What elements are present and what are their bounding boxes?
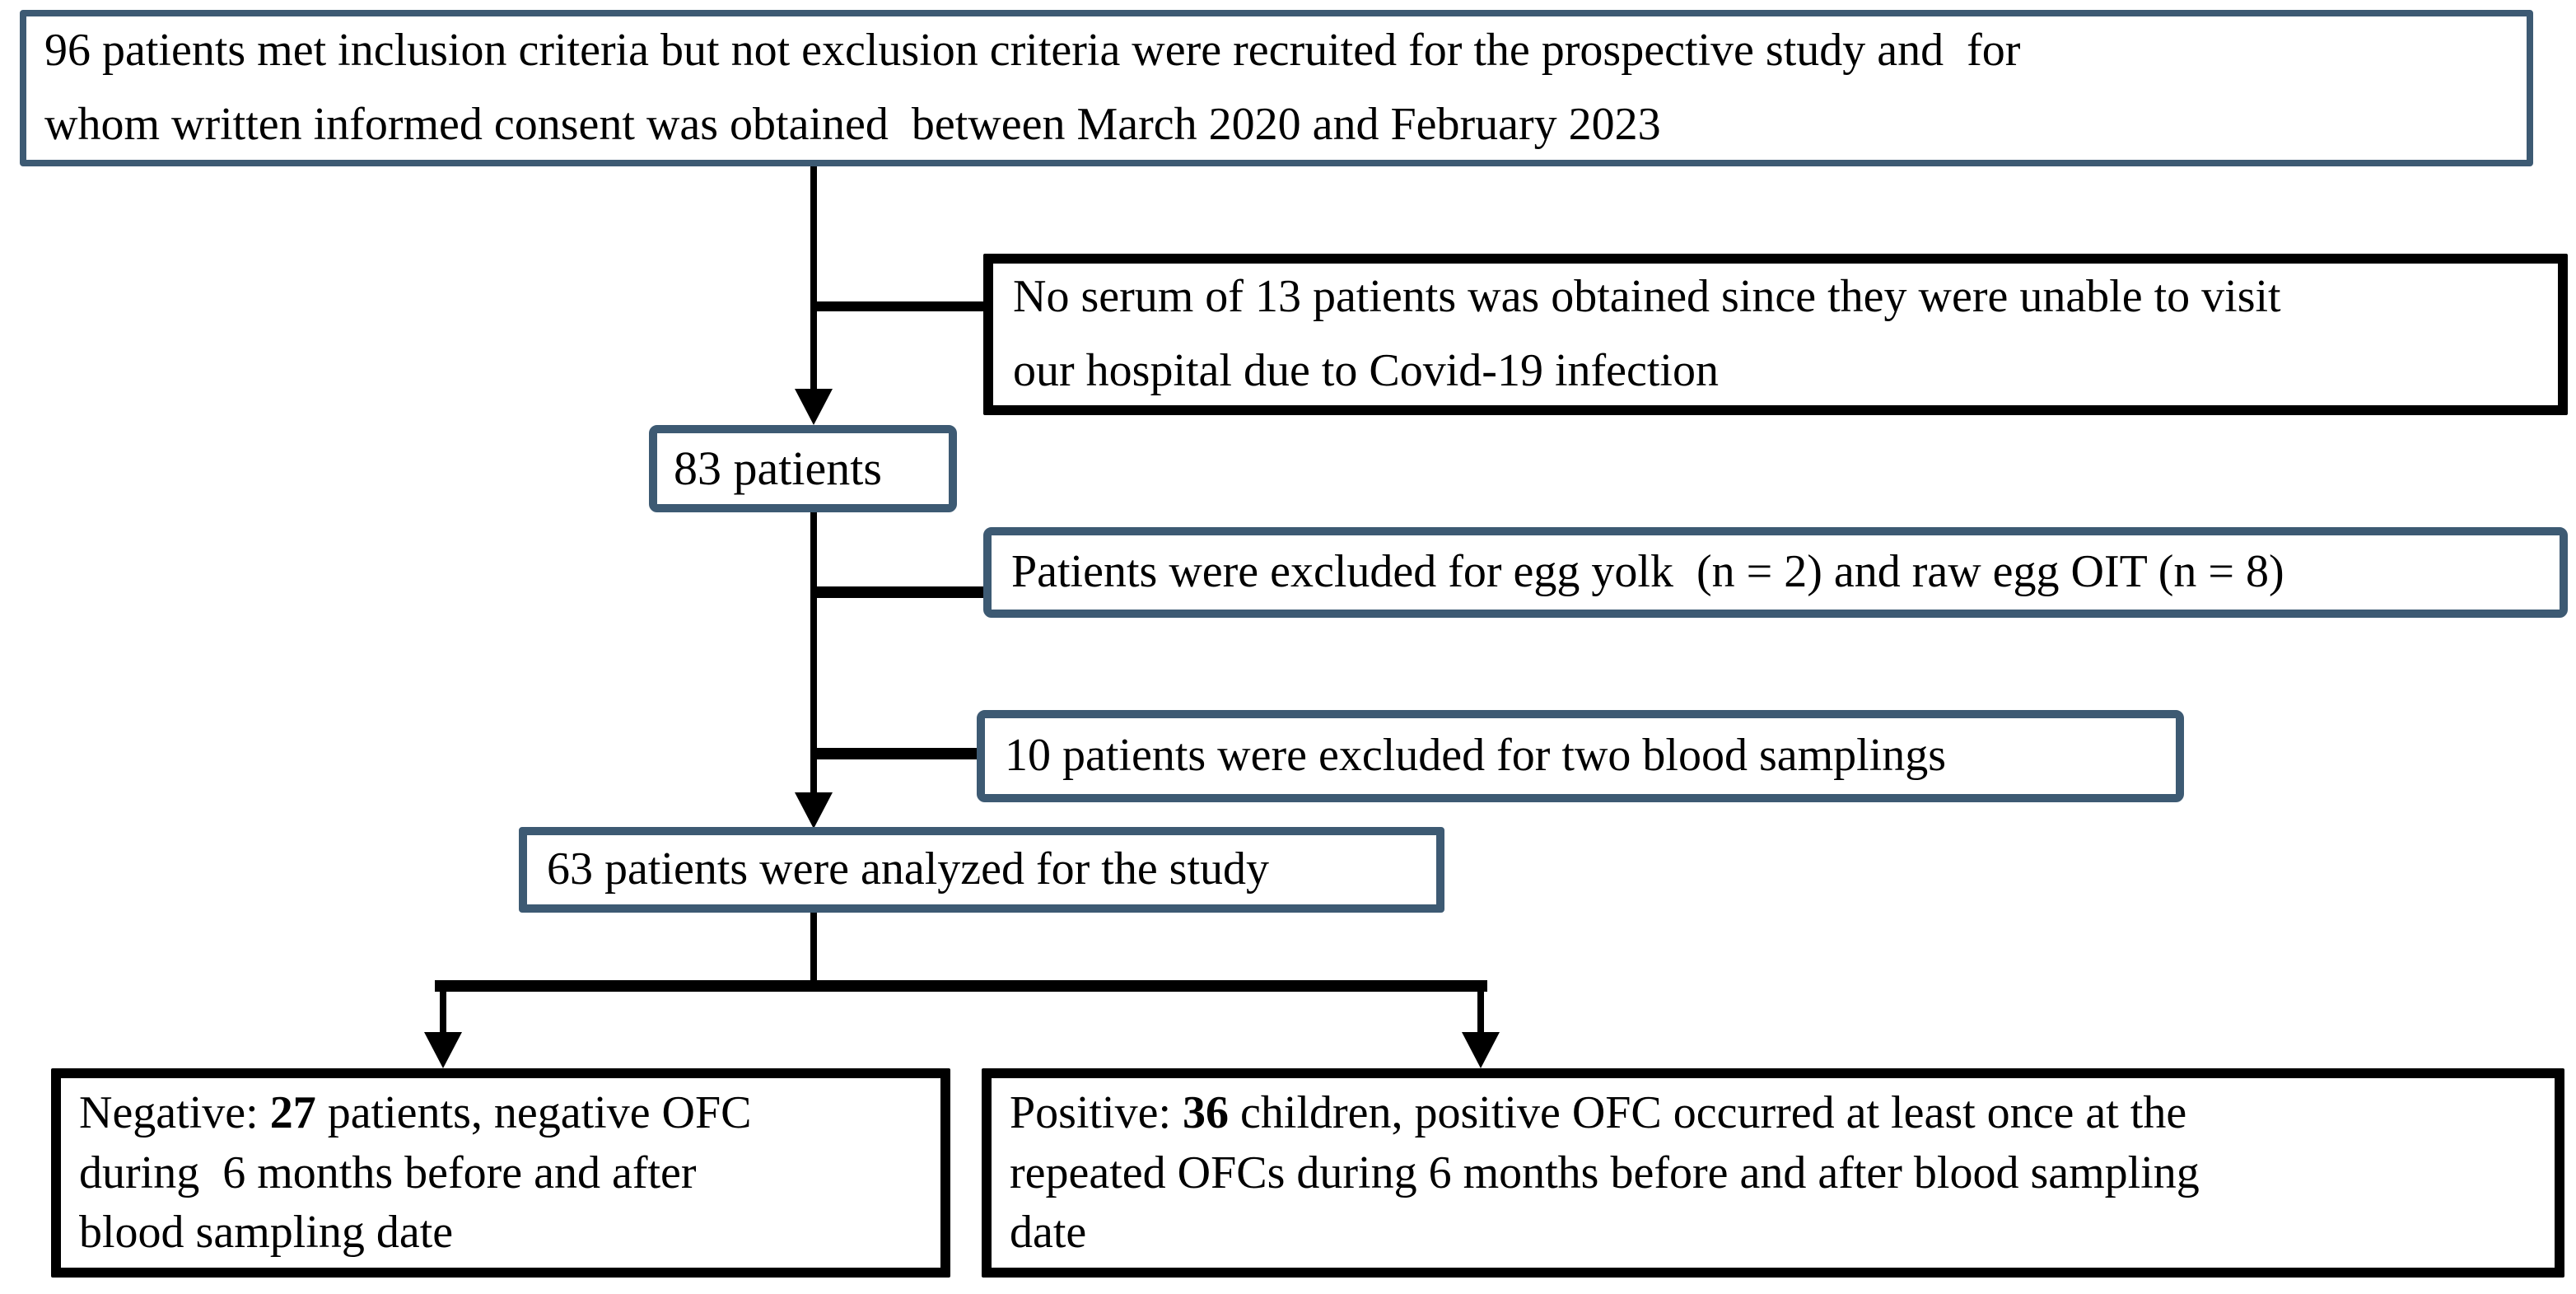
connector-split-horizontal	[435, 980, 1487, 992]
positive-count: 36	[1183, 1086, 1230, 1138]
connector-analyzed-down	[810, 913, 817, 983]
patients-83-text: 83 patients	[674, 441, 882, 495]
connector-split-to-negative	[440, 988, 446, 1035]
patients-83-box: 83 patients	[649, 425, 957, 512]
connector-branch-blood-sampling	[814, 748, 977, 759]
no-serum-excluded-text: No serum of 13 patients was obtained sin…	[1013, 271, 2281, 396]
no-serum-excluded-box: No serum of 13 patients was obtained sin…	[983, 254, 2568, 415]
arrowhead-into-83-icon	[795, 389, 833, 425]
recruited-box-text: 96 patients met inclusion criteria but n…	[44, 25, 2021, 150]
connector-split-to-positive	[1477, 988, 1484, 1035]
arrowhead-into-analyzed-icon	[795, 792, 833, 829]
positive-outcome-text: Positive: 36 children, positive OFC occu…	[1010, 1083, 2200, 1263]
connector-recruited-to-83	[810, 165, 817, 389]
analyzed-box: 63 patients were analyzed for the study	[519, 827, 1444, 913]
negative-count: 27	[269, 1086, 316, 1138]
positive-label: Positive:	[1010, 1086, 1183, 1138]
egg-oit-excluded-box: Patients were excluded for egg yolk (n =…	[983, 527, 2568, 618]
blood-sampling-excluded-text: 10 patients were excluded for two blood …	[1005, 730, 1947, 782]
analyzed-box-text: 63 patients were analyzed for the study	[547, 843, 1270, 895]
negative-outcome-text: Negative: 27 patients, negative OFC duri…	[79, 1083, 752, 1263]
arrowhead-into-negative-icon	[424, 1032, 462, 1068]
egg-oit-excluded-text: Patients were excluded for egg yolk (n =…	[1011, 546, 2284, 598]
negative-description: patients, negative OFC during 6 months b…	[79, 1086, 752, 1259]
negative-label: Negative:	[79, 1086, 270, 1138]
connector-branch-no-serum	[814, 301, 983, 311]
connector-83-to-analyzed	[810, 511, 817, 792]
positive-outcome-box: Positive: 36 children, positive OFC occu…	[982, 1068, 2564, 1278]
blood-sampling-excluded-box: 10 patients were excluded for two blood …	[977, 710, 2184, 802]
negative-outcome-box: Negative: 27 patients, negative OFC duri…	[51, 1068, 950, 1278]
arrowhead-into-positive-icon	[1462, 1032, 1500, 1068]
connector-branch-egg-exclusion	[814, 586, 983, 598]
positive-description: children, positive OFC occurred at least…	[1010, 1086, 2200, 1259]
recruited-box: 96 patients met inclusion criteria but n…	[20, 10, 2533, 166]
